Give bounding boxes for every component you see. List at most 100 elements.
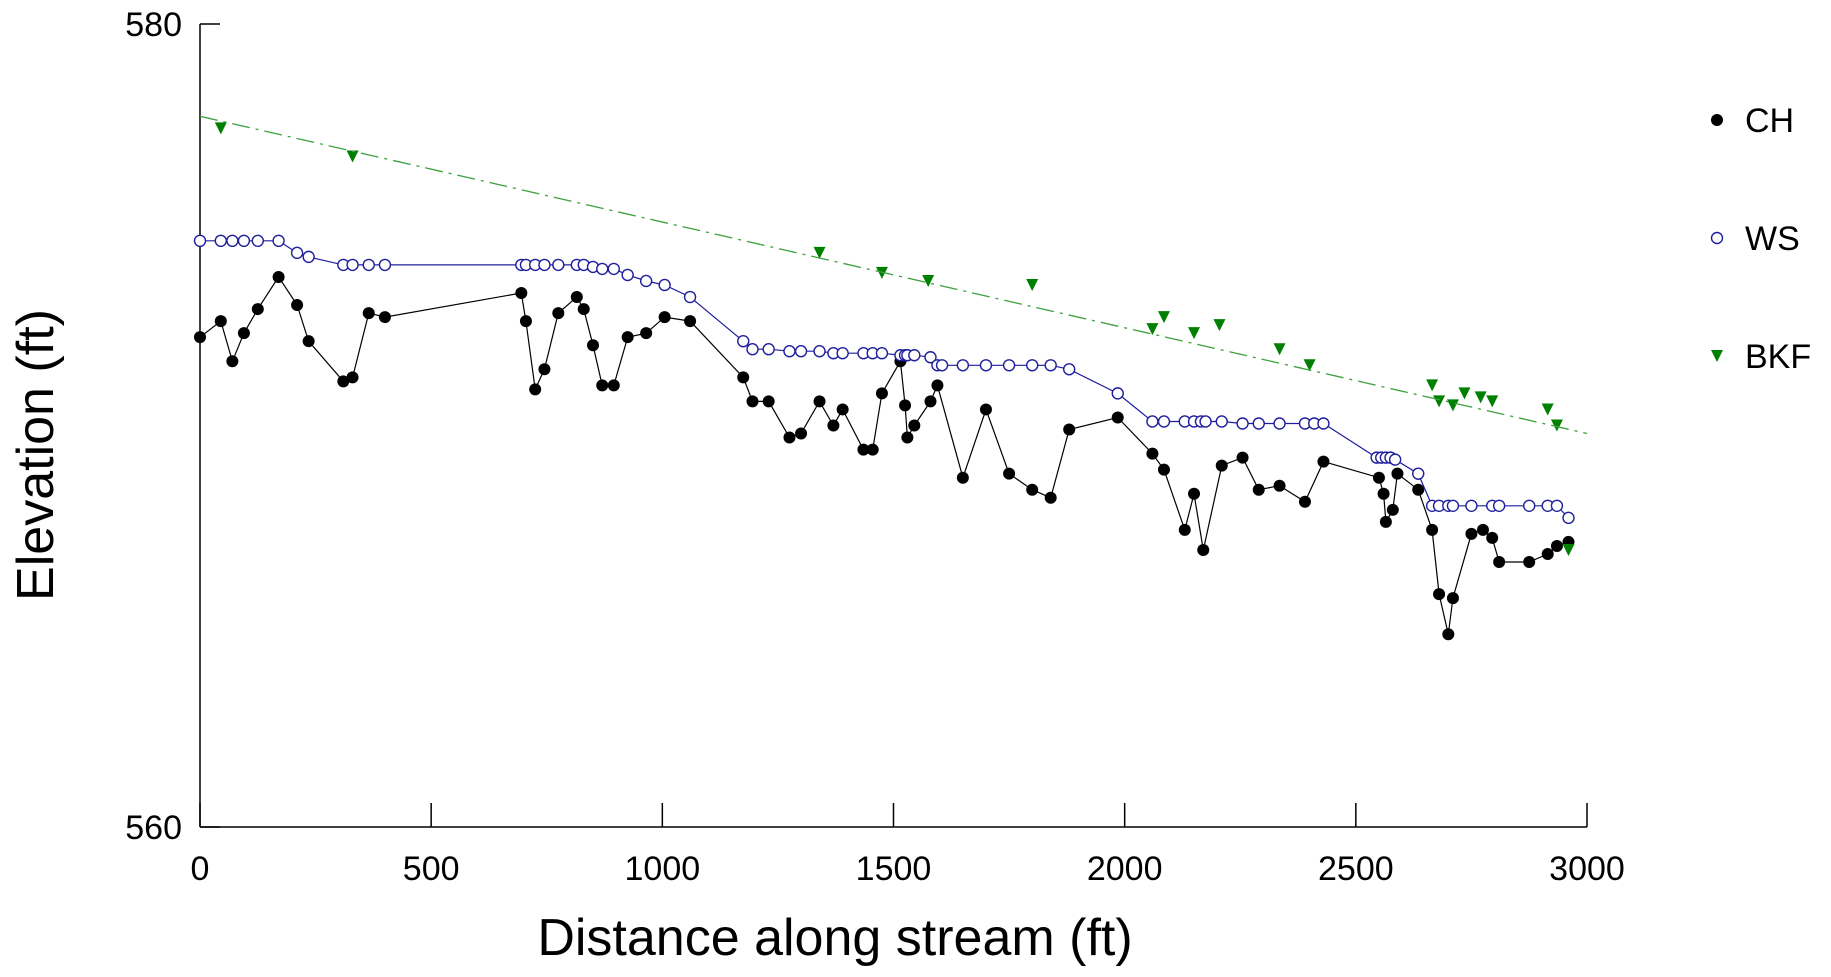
point-ws <box>621 268 634 282</box>
point-ch <box>1003 467 1016 480</box>
point-ch <box>737 371 750 384</box>
x-tick-label: 3000 <box>1549 850 1625 888</box>
point-ws <box>813 345 826 358</box>
point-ch <box>1372 471 1385 484</box>
point-ch <box>1486 531 1499 544</box>
point-ws <box>1388 453 1402 466</box>
point-ws <box>1273 417 1286 430</box>
series-bkf <box>214 122 1575 556</box>
point-ch <box>1523 556 1536 569</box>
point-ws <box>607 262 620 276</box>
x-axis-title: Distance along stream (ft) <box>537 909 1132 967</box>
point-ch <box>1391 467 1404 480</box>
point-ch <box>866 443 879 456</box>
point-ch <box>519 315 532 328</box>
point-ch <box>291 299 304 312</box>
point-ch <box>577 303 590 316</box>
point-ws <box>362 258 375 272</box>
point-ws <box>302 250 315 264</box>
point-ws <box>214 234 228 248</box>
point-bkf <box>1157 311 1170 324</box>
x-tick-label: 1000 <box>625 850 701 888</box>
point-ch <box>924 395 937 408</box>
point-bkf <box>875 266 888 279</box>
point-ch <box>795 427 808 440</box>
point-ws <box>908 349 921 362</box>
point-ws <box>552 258 565 272</box>
point-ch <box>586 339 599 352</box>
point-ch <box>658 311 671 324</box>
point-ch <box>1273 479 1286 492</box>
point-ch <box>1433 588 1446 601</box>
point-ch <box>552 307 565 320</box>
point-ws <box>1317 417 1330 430</box>
point-ws <box>1523 499 1536 512</box>
x-tick-label: 1500 <box>856 850 932 888</box>
series-line-ws <box>200 240 1569 519</box>
point-ch <box>237 327 250 340</box>
point-ch <box>1197 543 1210 556</box>
point-ch <box>1044 491 1057 504</box>
point-bkf <box>214 122 227 135</box>
point-ch <box>596 379 609 392</box>
point-ch <box>901 431 914 444</box>
point-ws <box>875 347 889 360</box>
point-ch <box>607 379 620 392</box>
point-ws <box>737 334 750 348</box>
point-ch <box>346 371 359 384</box>
point-ch <box>1146 447 1159 460</box>
point-bkf <box>1550 419 1563 432</box>
point-ch <box>362 307 375 320</box>
y-axis-title: Elevation (ft) <box>7 309 65 601</box>
point-bkf <box>346 150 359 163</box>
point-ch <box>1178 523 1191 536</box>
point-ch <box>1379 515 1392 528</box>
point-ws <box>226 234 239 248</box>
x-tick-label: 500 <box>403 850 460 888</box>
point-ch <box>1493 556 1506 569</box>
point-ws <box>746 343 759 356</box>
legend-label-ws: WS <box>1745 220 1800 258</box>
legend-marker-ch <box>1711 114 1723 126</box>
series-bkf-trend <box>199 115 1588 435</box>
point-ws <box>1412 467 1425 480</box>
point-ws <box>290 246 304 260</box>
point-ch <box>956 471 969 484</box>
point-bkf <box>1188 327 1201 340</box>
point-ch <box>1426 523 1439 536</box>
point-ws <box>1157 415 1171 428</box>
y-tick-label: 560 <box>125 809 182 847</box>
point-ch <box>899 399 912 412</box>
point-ch <box>908 419 921 432</box>
point-ws <box>237 234 251 248</box>
point-ch <box>214 315 227 328</box>
legend-label-ch: CH <box>1745 102 1794 140</box>
axes: 0 500 1000 1500 2000 2500 3000 560 580 <box>125 6 1625 888</box>
point-ws <box>762 343 775 356</box>
point-ch <box>226 355 239 368</box>
y-tick-label: 580 <box>125 6 182 44</box>
point-bkf <box>1446 399 1459 412</box>
point-ws <box>272 234 285 248</box>
point-ch <box>1236 451 1249 464</box>
point-bkf <box>1146 323 1159 336</box>
point-ws <box>1062 363 1076 376</box>
point-bkf <box>1541 403 1554 416</box>
point-ch <box>1476 523 1489 536</box>
point-ch <box>684 315 697 328</box>
point-ch <box>1412 483 1425 496</box>
point-ch <box>251 303 264 316</box>
point-ch <box>1541 547 1554 560</box>
point-ch <box>302 335 315 348</box>
point-ch <box>378 311 391 324</box>
point-ws <box>1465 499 1478 512</box>
point-ws <box>1199 415 1212 428</box>
point-bkf <box>1433 395 1446 408</box>
point-ws <box>924 351 937 364</box>
point-ch <box>194 331 206 344</box>
point-ws <box>193 234 207 248</box>
point-ws <box>251 234 264 248</box>
point-ch <box>570 291 583 304</box>
point-ws <box>1492 499 1506 512</box>
